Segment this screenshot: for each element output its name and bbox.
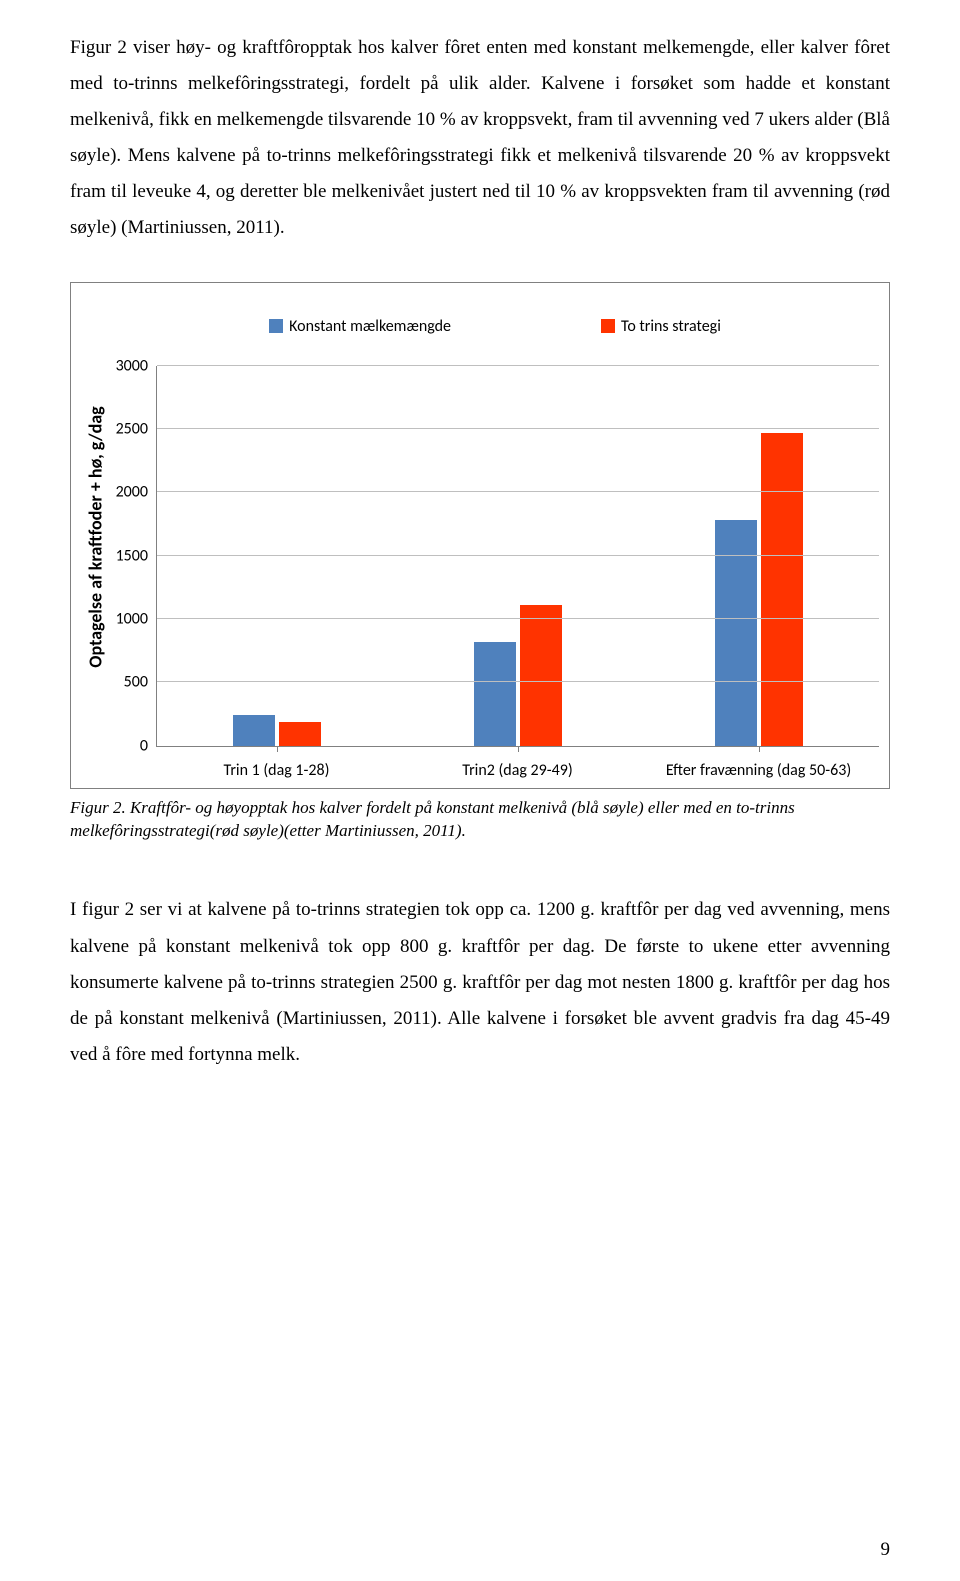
x-tick-mark	[518, 746, 519, 752]
y-tick-label: 0	[140, 736, 148, 755]
y-axis-label: Optagelse af kraftfoder + hø, g/dag	[85, 406, 107, 667]
y-tick-label: 3000	[116, 356, 148, 375]
x-axis-label: Trin2 (dag 29-49)	[397, 761, 638, 780]
gridline	[157, 365, 879, 366]
figure-2-chart: Optagelse af kraftfoder + hø, g/dag Kons…	[70, 282, 890, 789]
y-tick-label: 2000	[116, 483, 148, 502]
legend-label: Konstant mælkemængde	[289, 317, 451, 336]
gridline	[157, 681, 879, 682]
x-axis-label: Efter fravænning (dag 50-63)	[638, 761, 879, 780]
bar-group	[398, 366, 639, 746]
y-axis-ticks: 050010001500200025003000	[111, 366, 156, 746]
bar-group	[638, 366, 879, 746]
legend-swatch-icon	[601, 319, 615, 333]
bar	[520, 605, 562, 746]
page-number: 9	[881, 1539, 891, 1561]
legend-item-to-trins: To trins strategi	[601, 317, 721, 336]
gridline	[157, 555, 879, 556]
paragraph-2: I figur 2 ser vi at kalvene på to-trinns…	[70, 892, 890, 1072]
bar	[474, 642, 516, 746]
legend-label: To trins strategi	[621, 317, 721, 336]
chart-bars	[157, 366, 879, 746]
bar	[761, 433, 803, 746]
gridline	[157, 428, 879, 429]
chart-grid	[156, 366, 879, 747]
bar-group	[157, 366, 398, 746]
figure-2-caption: Figur 2. Kraftfôr- og høyopptak hos kalv…	[70, 797, 890, 843]
x-tick-mark	[277, 746, 278, 752]
bar	[233, 715, 275, 745]
bar	[279, 722, 321, 746]
y-tick-label: 2500	[116, 419, 148, 438]
y-tick-label: 500	[124, 673, 148, 692]
y-tick-label: 1000	[116, 609, 148, 628]
y-tick-label: 1500	[116, 546, 148, 565]
paragraph-1: Figur 2 viser høy- og kraftfôropptak hos…	[70, 30, 890, 247]
x-axis-label: Trin 1 (dag 1-28)	[156, 761, 397, 780]
gridline	[157, 618, 879, 619]
chart-legend: Konstant mælkemængde To trins strategi	[111, 317, 879, 336]
gridline	[157, 491, 879, 492]
legend-item-konstant: Konstant mælkemængde	[269, 317, 451, 336]
legend-swatch-icon	[269, 319, 283, 333]
x-tick-mark	[759, 746, 760, 752]
